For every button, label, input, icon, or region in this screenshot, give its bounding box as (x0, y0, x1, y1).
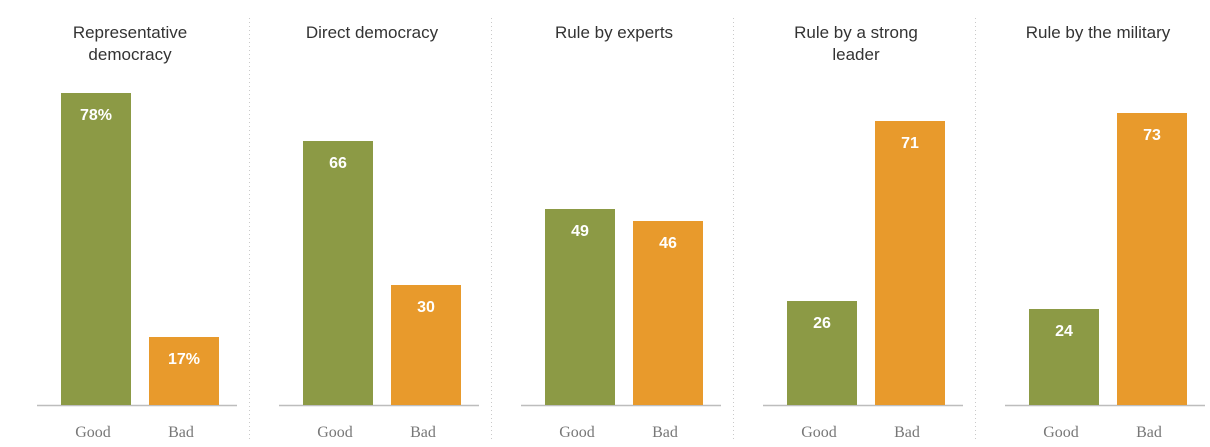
chart-panel: Representative democracy 78% Good 17% Bad (37, 18, 250, 442)
x-tick-label: Bad (168, 424, 194, 441)
x-tick-label: Bad (1136, 424, 1162, 441)
bad-bar (1117, 113, 1187, 405)
value-label: 30 (417, 299, 435, 316)
x-tick-label: Good (317, 424, 353, 441)
panel-title-line: Representative (73, 23, 187, 42)
chart-panel: Direct democracy 66 Good 30 Bad (279, 18, 492, 442)
value-label: 17% (168, 351, 200, 368)
bad-bar (633, 221, 703, 405)
panel-title-line: democracy (88, 45, 172, 64)
panel-title: Rule by a strong leader (794, 23, 918, 64)
chart-panel: Rule by experts 49 Good 46 Bad (521, 18, 734, 442)
x-tick-label: Good (1043, 424, 1079, 441)
panel-title-line: Rule by experts (555, 23, 673, 42)
panel-title: Direct democracy (306, 23, 439, 42)
chart-panel: Rule by the military 24 Good 73 Bad (1005, 23, 1205, 441)
good-bar (61, 93, 131, 405)
value-label: 71 (901, 135, 919, 152)
x-tick-label: Good (559, 424, 595, 441)
good-bar (303, 141, 373, 405)
value-label: 66 (329, 155, 347, 172)
bad-bar (875, 121, 945, 405)
value-label: 78% (80, 107, 112, 124)
value-label: 49 (571, 223, 589, 240)
bad-bar (391, 285, 461, 405)
x-tick-label: Good (75, 424, 111, 441)
panel-title: Rule by experts (555, 23, 673, 42)
panel-title: Rule by the military (1026, 23, 1171, 42)
value-label: 73 (1143, 127, 1161, 144)
x-tick-label: Good (801, 424, 837, 441)
chart-panel: Rule by a strong leader 26 Good 71 Bad (763, 18, 976, 442)
good-bar (1029, 309, 1099, 405)
panel-title-line: Rule by the military (1026, 23, 1171, 42)
value-label: 24 (1055, 323, 1073, 340)
bad-bar (149, 337, 219, 405)
panel-title-line: leader (832, 45, 880, 64)
value-label: 46 (659, 235, 677, 252)
x-tick-label: Bad (410, 424, 436, 441)
panel-title-line: Direct democracy (306, 23, 439, 42)
panel-title-line: Rule by a strong (794, 23, 918, 42)
value-label: 26 (813, 315, 831, 332)
good-bar (787, 301, 857, 405)
x-tick-label: Bad (652, 424, 678, 441)
good-bar (545, 209, 615, 405)
x-tick-label: Bad (894, 424, 920, 441)
panel-title: Representative democracy (73, 23, 187, 64)
